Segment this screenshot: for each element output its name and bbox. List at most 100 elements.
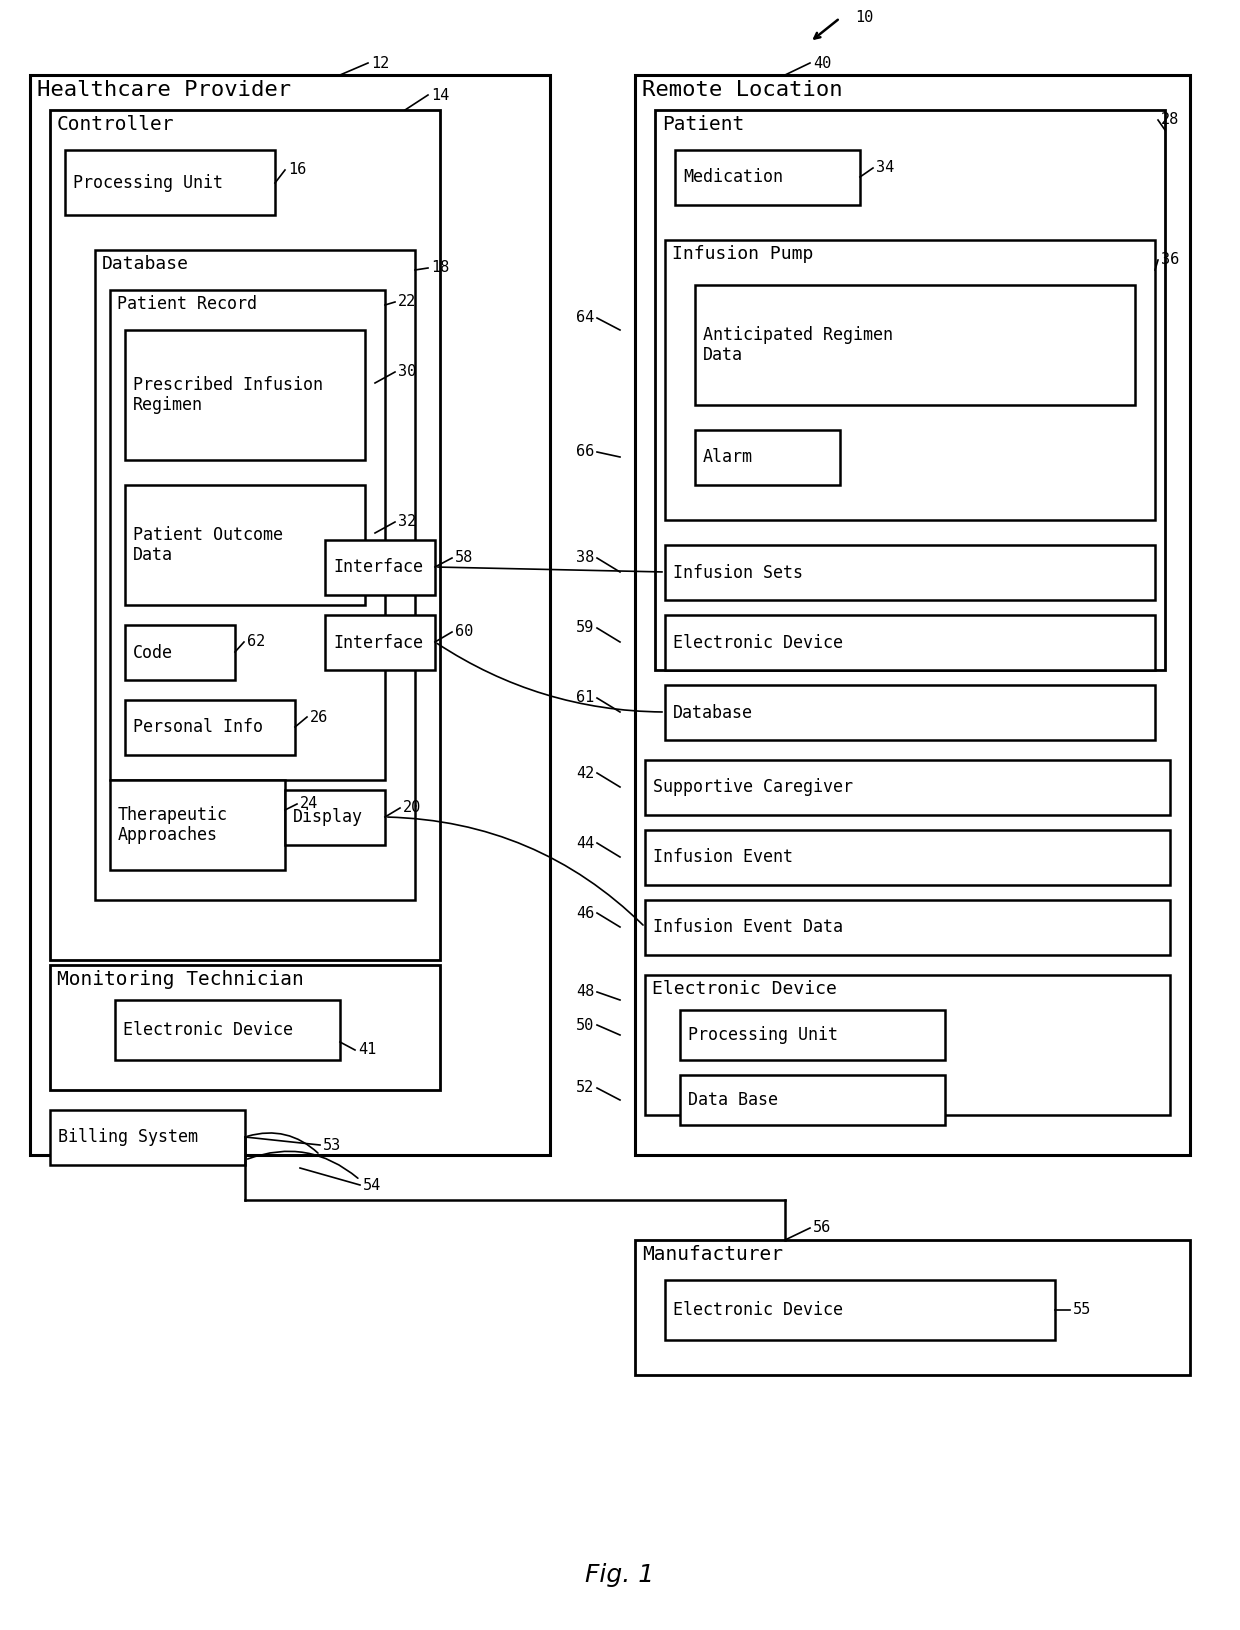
Bar bbox=[694, 285, 1135, 404]
Bar bbox=[675, 150, 861, 205]
Text: Fig. 1: Fig. 1 bbox=[585, 1563, 655, 1588]
Text: 56: 56 bbox=[813, 1221, 831, 1236]
Text: 22: 22 bbox=[398, 295, 417, 310]
Text: Supportive Caregiver: Supportive Caregiver bbox=[653, 779, 853, 797]
Bar bbox=[110, 290, 384, 781]
Bar bbox=[115, 999, 340, 1060]
Text: Interface: Interface bbox=[334, 559, 423, 577]
Text: 41: 41 bbox=[358, 1043, 376, 1058]
Text: 44: 44 bbox=[575, 836, 594, 851]
Text: 12: 12 bbox=[371, 55, 389, 70]
Bar bbox=[95, 249, 415, 900]
Bar bbox=[285, 791, 384, 844]
Bar bbox=[325, 615, 435, 670]
Bar bbox=[50, 965, 440, 1090]
Text: Interface: Interface bbox=[334, 634, 423, 652]
Bar bbox=[655, 109, 1166, 670]
Text: 61: 61 bbox=[575, 691, 594, 706]
Text: Database: Database bbox=[102, 254, 188, 272]
Text: 24: 24 bbox=[300, 797, 319, 812]
Text: 64: 64 bbox=[575, 310, 594, 326]
Text: Electronic Device: Electronic Device bbox=[123, 1020, 293, 1038]
Text: Processing Unit: Processing Unit bbox=[688, 1025, 838, 1043]
Bar bbox=[30, 75, 551, 1156]
Text: Patient Record: Patient Record bbox=[117, 295, 257, 313]
Bar bbox=[110, 781, 285, 870]
Text: 52: 52 bbox=[575, 1081, 594, 1095]
Bar bbox=[325, 540, 435, 595]
Text: 14: 14 bbox=[432, 88, 449, 103]
Text: 66: 66 bbox=[575, 445, 594, 460]
Text: Display: Display bbox=[293, 808, 363, 826]
Text: Therapeutic
Approaches: Therapeutic Approaches bbox=[118, 805, 228, 844]
Text: Monitoring Technician: Monitoring Technician bbox=[57, 970, 304, 989]
Text: 16: 16 bbox=[288, 163, 306, 178]
Text: Data Base: Data Base bbox=[688, 1090, 777, 1108]
Text: Infusion Event Data: Infusion Event Data bbox=[653, 918, 843, 937]
Text: Infusion Sets: Infusion Sets bbox=[673, 564, 804, 582]
Text: Personal Info: Personal Info bbox=[133, 719, 263, 737]
Text: Anticipated Regimen
Data: Anticipated Regimen Data bbox=[703, 326, 893, 365]
Bar bbox=[645, 900, 1171, 955]
Bar bbox=[665, 1280, 1055, 1340]
Text: 60: 60 bbox=[455, 624, 474, 639]
Text: 28: 28 bbox=[1161, 112, 1179, 127]
Text: Patient Outcome
Data: Patient Outcome Data bbox=[133, 525, 283, 564]
Text: Healthcare Provider: Healthcare Provider bbox=[37, 80, 291, 99]
Bar bbox=[125, 624, 236, 680]
Text: 53: 53 bbox=[322, 1138, 341, 1152]
Text: 34: 34 bbox=[875, 160, 894, 176]
Bar bbox=[694, 430, 839, 486]
Text: 36: 36 bbox=[1161, 253, 1179, 267]
Text: 48: 48 bbox=[575, 985, 594, 999]
Text: 38: 38 bbox=[575, 551, 594, 566]
Bar bbox=[665, 615, 1154, 670]
Text: Code: Code bbox=[133, 644, 174, 662]
Text: 50: 50 bbox=[575, 1017, 594, 1032]
Bar bbox=[645, 975, 1171, 1115]
Bar bbox=[50, 1110, 246, 1165]
Text: 32: 32 bbox=[398, 515, 417, 530]
Text: Infusion Event: Infusion Event bbox=[653, 849, 794, 867]
Text: 26: 26 bbox=[310, 709, 329, 724]
Bar bbox=[665, 685, 1154, 740]
Text: Electronic Device: Electronic Device bbox=[673, 634, 843, 652]
Text: 62: 62 bbox=[247, 634, 265, 649]
Text: 20: 20 bbox=[403, 800, 422, 815]
Bar bbox=[680, 1076, 945, 1125]
Text: Electronic Device: Electronic Device bbox=[652, 980, 837, 998]
Text: 46: 46 bbox=[575, 906, 594, 921]
Text: 58: 58 bbox=[455, 551, 474, 566]
Text: 10: 10 bbox=[856, 10, 873, 26]
Text: Processing Unit: Processing Unit bbox=[73, 173, 223, 191]
Bar bbox=[635, 75, 1190, 1156]
Text: 18: 18 bbox=[432, 261, 449, 275]
Text: 42: 42 bbox=[575, 766, 594, 781]
Bar bbox=[125, 699, 295, 755]
Text: 40: 40 bbox=[813, 55, 831, 70]
Text: Alarm: Alarm bbox=[703, 448, 753, 466]
Bar bbox=[635, 1240, 1190, 1376]
Text: Electronic Device: Electronic Device bbox=[673, 1301, 843, 1319]
Text: Billing System: Billing System bbox=[58, 1128, 198, 1146]
Bar bbox=[665, 544, 1154, 600]
Bar bbox=[680, 1011, 945, 1060]
Text: 55: 55 bbox=[1073, 1302, 1091, 1317]
Text: Remote Location: Remote Location bbox=[642, 80, 843, 99]
Text: 30: 30 bbox=[398, 365, 417, 380]
Text: 54: 54 bbox=[363, 1177, 381, 1193]
Text: Prescribed Infusion
Regimen: Prescribed Infusion Regimen bbox=[133, 375, 322, 414]
Text: Database: Database bbox=[673, 704, 753, 722]
Bar bbox=[125, 329, 365, 460]
Text: 59: 59 bbox=[575, 621, 594, 636]
Text: Infusion Pump: Infusion Pump bbox=[672, 244, 813, 262]
Bar bbox=[64, 150, 275, 215]
Bar bbox=[645, 830, 1171, 885]
Bar bbox=[645, 760, 1171, 815]
Text: Patient: Patient bbox=[662, 116, 744, 134]
Text: Manufacturer: Manufacturer bbox=[642, 1245, 782, 1263]
Bar bbox=[665, 240, 1154, 520]
Text: Controller: Controller bbox=[57, 116, 175, 134]
Bar bbox=[125, 486, 365, 605]
Bar bbox=[50, 109, 440, 960]
